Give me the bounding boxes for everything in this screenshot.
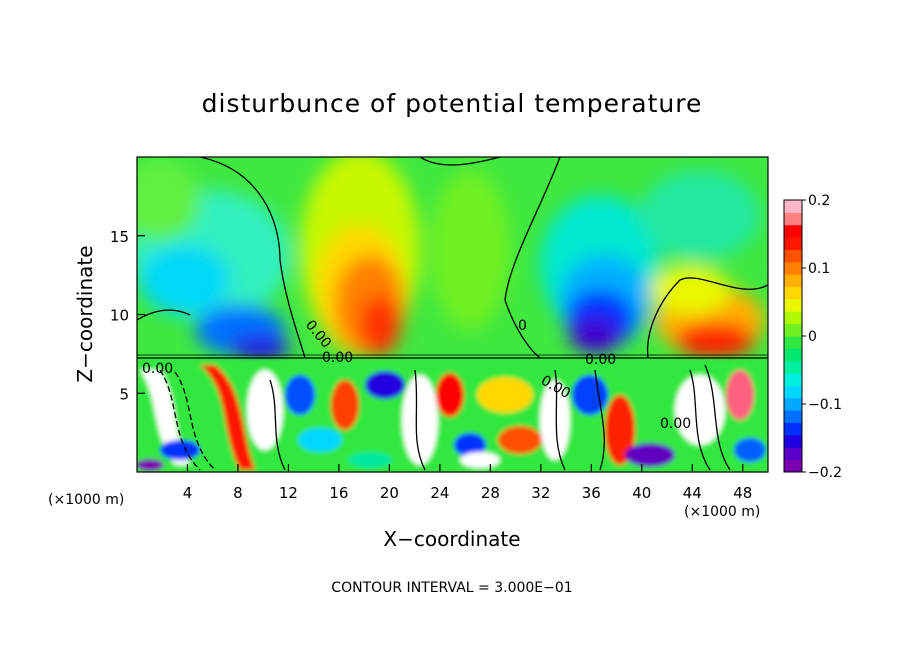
- x-tick-label: 16: [329, 484, 348, 502]
- colorbar-segment: [784, 336, 802, 349]
- x-tick-label: 44: [683, 484, 702, 502]
- colorbar-segment: [784, 323, 802, 337]
- contour-label: 0: [518, 318, 527, 334]
- x-tick-label: 36: [582, 484, 601, 502]
- colorbar-segment: [784, 200, 802, 213]
- colorbar-segment: [784, 447, 802, 461]
- colorbar-segment: [784, 298, 802, 312]
- colorbar-tick-label: −0.1: [808, 397, 842, 413]
- contour-label: 0.00: [322, 350, 353, 366]
- y-tick-label: 15: [110, 228, 129, 246]
- x-tick-label: 40: [632, 484, 651, 502]
- x-axis: 4 8 12 16 20 24 28 32 36 40 44 48: [183, 464, 752, 502]
- y-axis: 5 10 15: [110, 228, 145, 403]
- x-tick-label: 32: [531, 484, 550, 502]
- contour-label: 0.00: [660, 416, 691, 432]
- contour-label: 0.00: [585, 352, 616, 368]
- colorbar-segment: [784, 237, 802, 250]
- y-axis-label: Z−coordinate: [73, 245, 97, 382]
- colorbar-segment: [784, 360, 802, 374]
- x-tick-label: 12: [279, 484, 298, 502]
- colorbar-segment: [784, 422, 802, 436]
- colorbar-segment: [784, 434, 802, 448]
- x-tick-label: 4: [183, 484, 193, 502]
- colorbar-segment: [784, 249, 802, 263]
- heatmap-field: [137, 157, 768, 472]
- colorbar-segment: [784, 373, 802, 386]
- colorbar-segment: [784, 274, 802, 288]
- y-tick-label: 5: [119, 385, 129, 403]
- colorbar-segment: [784, 311, 802, 325]
- x-unit-right: (×1000 m): [684, 504, 760, 520]
- contour-label: 0.00: [142, 361, 173, 377]
- colorbar-segment: [784, 385, 802, 399]
- colorbar-tick-label: 0.2: [808, 193, 830, 209]
- colorbar-segment: [784, 348, 802, 362]
- colorbar-segment: [784, 261, 802, 275]
- x-tick-label: 28: [481, 484, 500, 502]
- contour-interval-note: CONTOUR INTERVAL = 3.000E−01: [331, 580, 572, 596]
- colorbar-tick-label: −0.2: [808, 465, 842, 481]
- colorbar-segment: [784, 459, 802, 473]
- x-tick-label: 8: [233, 484, 243, 502]
- colorbar-segment: [784, 224, 802, 238]
- colorbar-tick-label: 0.1: [808, 261, 830, 277]
- x-tick-label: 48: [733, 484, 752, 502]
- x-tick-label: 20: [380, 484, 399, 502]
- colorbar-tick-label: 0: [808, 329, 817, 345]
- chart-title: disturbunce of potential temperature: [202, 89, 703, 118]
- x-axis-label: X−coordinate: [383, 527, 520, 551]
- x-tick-label: 24: [430, 484, 449, 502]
- contour-lines: [137, 157, 768, 471]
- colorbar-segment: [784, 410, 802, 424]
- colorbar: 0.2 0.1 0 −0.1 −0.2: [783, 193, 842, 481]
- y-tick-label: 10: [110, 307, 129, 325]
- colorbar-segment: [784, 286, 802, 300]
- x-unit-left: (×1000 m): [48, 492, 124, 508]
- colorbar-segment: [784, 397, 802, 411]
- colorbar-segment: [784, 212, 802, 226]
